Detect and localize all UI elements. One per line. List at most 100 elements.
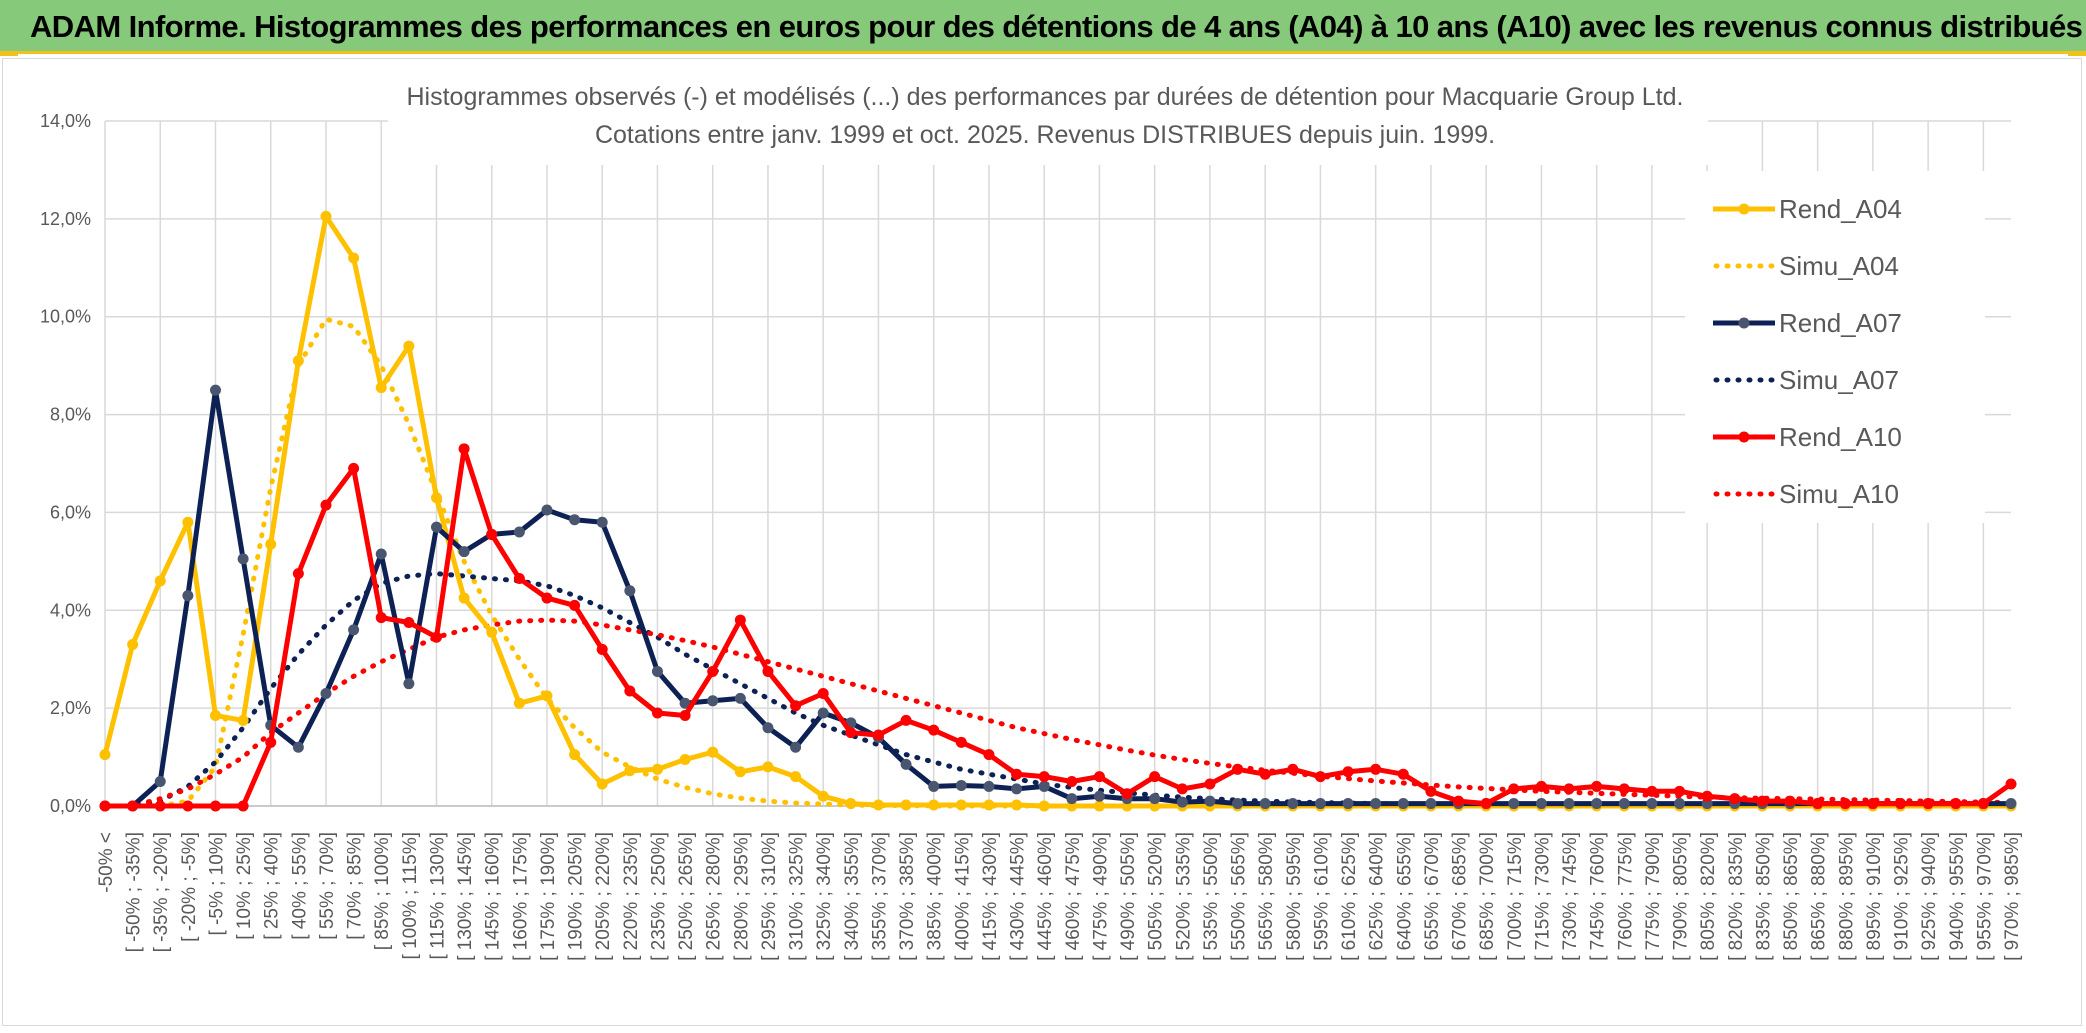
data-point-rend-a04 [790, 771, 802, 783]
data-point-rend-a10 [541, 592, 553, 604]
x-tick-label: -50% < [96, 832, 117, 893]
data-point-rend-a04 [1038, 800, 1050, 812]
legend-label-rend-a07: Rend_A07 [1779, 308, 1902, 338]
x-tick-label: [ 190% ; 205%] [566, 832, 587, 961]
data-point-rend-a07 [403, 678, 415, 690]
data-point-rend-a07 [1038, 780, 1050, 792]
data-point-rend-a04 [596, 778, 608, 790]
x-tick-label: [ 295% ; 310%] [759, 832, 780, 961]
x-tick-label: [ 820% ; 835%] [1726, 832, 1747, 961]
data-point-rend-a07 [154, 776, 166, 788]
title-backdrop [388, 65, 1708, 165]
data-point-rend-a07 [817, 707, 829, 719]
x-tick-label: [ 85% ; 100%] [372, 832, 393, 950]
x-tick-label: [ 565% ; 580%] [1256, 832, 1277, 961]
data-point-rend-a07 [707, 695, 719, 707]
y-tick-label: 10,0% [40, 307, 91, 327]
data-point-rend-a07 [1370, 798, 1382, 810]
data-point-rend-a04 [403, 340, 415, 352]
data-point-rend-a04 [154, 575, 166, 587]
x-tick-label: [ 775% ; 790%] [1643, 832, 1664, 961]
x-tick-label: [ 535% ; 550%] [1201, 832, 1222, 961]
data-point-rend-a04 [375, 382, 387, 394]
data-point-rend-a07 [955, 779, 967, 791]
data-point-rend-a10 [1563, 783, 1575, 795]
x-tick-label: [ 865% ; 880%] [1809, 832, 1830, 961]
x-tick-label: [ 115% ; 130%] [427, 832, 448, 959]
data-point-rend-a10 [1646, 785, 1658, 797]
x-tick-label: [ 550% ; 565%] [1229, 832, 1250, 961]
x-tick-label: [ 235% ; 250%] [648, 832, 669, 961]
x-tick-label: [ 280% ; 295%] [731, 832, 752, 961]
data-point-rend-a07 [375, 548, 387, 560]
data-point-rend-a04 [734, 766, 746, 778]
data-point-rend-a07 [1535, 798, 1547, 810]
chart-title: Histogrammes observés (-) et modélisés (… [407, 83, 1684, 111]
x-tick-label: [ 370% ; 385%] [897, 832, 918, 961]
header-banner: ADAM Informe. Histogrammes des performan… [0, 0, 2086, 54]
data-point-rend-a04 [1093, 800, 1105, 812]
chart-area: 0,0% 2,0% 4,0% 6,0% 8,0% 10,0% 12,0% 14,0% -50%… [2, 58, 2082, 1026]
x-tick-label: [ 505% ; 520%] [1146, 832, 1167, 961]
x-tick-label: [ 160% ; 175%] [510, 832, 531, 961]
x-tick-label: [ 715% ; 730%] [1532, 832, 1553, 961]
data-point-rend-a04 [237, 714, 249, 726]
x-tick-label: [ 745% ; 760%] [1588, 832, 1609, 961]
x-tick-label: [ 655% ; 670%] [1422, 832, 1443, 961]
data-point-rend-a07 [209, 384, 221, 396]
y-tick-label: 4,0% [50, 600, 91, 620]
series-line-rend-a07 [105, 387, 2011, 809]
legend-marker-rend-a07 [1738, 317, 1750, 329]
data-point-rend-a10 [1066, 776, 1078, 788]
legend-marker-rend-a10 [1738, 431, 1750, 443]
x-tick-label: [ 325% ; 340%] [814, 832, 835, 961]
data-point-rend-a07 [1093, 790, 1105, 802]
data-point-rend-a04 [209, 709, 221, 721]
data-point-rend-a10 [403, 617, 415, 629]
x-tick-label: [ 580% ; 595%] [1284, 832, 1305, 961]
data-point-rend-a07 [624, 585, 636, 597]
data-point-rend-a07 [1342, 798, 1354, 810]
data-point-rend-a10 [1149, 771, 1161, 783]
data-point-rend-a10 [1093, 771, 1105, 783]
data-point-rend-a10 [292, 568, 304, 580]
corner-mark-left [0, 52, 18, 56]
data-point-rend-a10 [1784, 795, 1796, 807]
data-point-rend-a04 [955, 799, 967, 811]
x-tick-label: [ 25% ; 40%] [262, 832, 283, 940]
data-point-rend-a07 [1011, 783, 1023, 795]
data-point-rend-a10 [237, 800, 249, 812]
data-point-rend-a04 [486, 626, 498, 638]
data-point-rend-a10 [1232, 763, 1244, 775]
legend-label-simu-a07: Simu_A07 [1779, 365, 1899, 395]
data-point-rend-a07 [1232, 798, 1244, 810]
data-point-rend-a10 [154, 800, 166, 812]
legend: Rend_A04 Simu_A04 Rend_A07 Simu_A07 Rend_A10… [1685, 171, 1985, 523]
x-tick-label: [ 445% ; 460%] [1035, 832, 1056, 961]
data-point-rend-a04 [127, 639, 139, 651]
data-point-rend-a04 [762, 761, 774, 773]
data-point-rend-a04 [513, 697, 525, 709]
data-point-rend-a04 [458, 592, 470, 604]
data-point-rend-a10 [707, 665, 719, 677]
data-point-rend-a10 [1977, 798, 1989, 810]
x-tick-label: [ 475% ; 490%] [1090, 832, 1111, 961]
data-point-rend-a07 [928, 780, 940, 792]
data-point-rend-a10 [790, 700, 802, 712]
data-point-rend-a10 [569, 599, 581, 611]
data-point-rend-a04 [182, 516, 194, 528]
data-point-rend-a10 [900, 714, 912, 726]
legend-label-rend-a04: Rend_A04 [1779, 194, 1902, 224]
x-tick-label: [ 265% ; 280%] [704, 832, 725, 961]
x-tick-label: [ 355% ; 370%] [869, 832, 890, 961]
x-axis: -50% < [ -50% ; -35%] [ -35% ; -20%] [ -20%… [96, 805, 2023, 961]
data-point-rend-a10 [1425, 785, 1437, 797]
data-point-rend-a04 [1011, 799, 1023, 811]
data-point-rend-a10 [1038, 771, 1050, 783]
data-point-rend-a10 [1204, 778, 1216, 790]
x-tick-label: [ 490% ; 505%] [1118, 832, 1139, 961]
data-point-rend-a04 [651, 763, 663, 775]
x-tick-label: [ 925% ; 940%] [1919, 832, 1940, 961]
data-point-rend-a10 [1950, 798, 1962, 810]
data-point-rend-a07 [1397, 798, 1409, 810]
